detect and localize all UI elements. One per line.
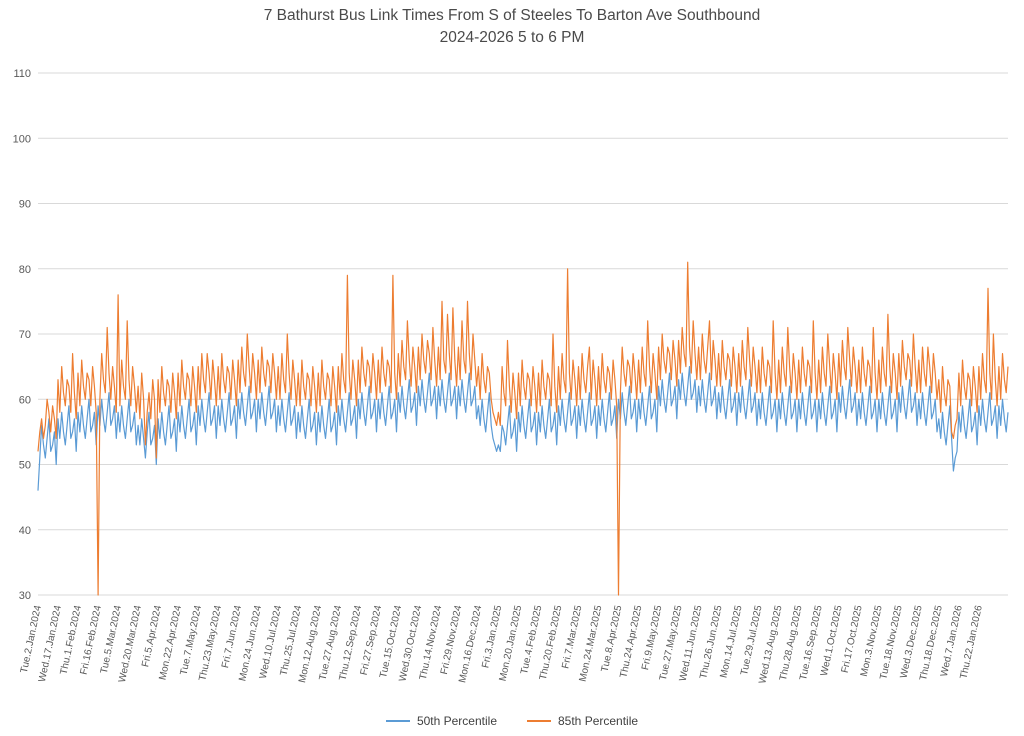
legend-label-50th: 50th Percentile bbox=[416, 714, 497, 728]
series-line-85th-percentile bbox=[37, 261, 1009, 596]
chart-title-block: 7 Bathurst Bus Link Times From S of Stee… bbox=[0, 5, 1024, 49]
legend-item-50th-percentile: 50th Percentile bbox=[385, 714, 497, 728]
legend-line-swatch-50th bbox=[385, 720, 410, 722]
chart-legend: 50th Percentile 85th Percentile bbox=[0, 714, 1024, 728]
series-line-50th-percentile bbox=[37, 366, 1009, 491]
y-tick-label: 80 bbox=[19, 264, 31, 276]
x-tick-label: Fri.7.Jun.2024 bbox=[220, 604, 244, 669]
y-tick-label: 100 bbox=[13, 133, 31, 145]
y-tick-label: 60 bbox=[19, 394, 31, 406]
x-tick-label: Fri.3.Jan.2025 bbox=[480, 604, 504, 669]
y-tick-label: 50 bbox=[19, 460, 31, 472]
y-tick-label: 110 bbox=[13, 68, 31, 80]
y-tick-label: 70 bbox=[19, 329, 31, 341]
legend-line-swatch-85th bbox=[527, 720, 551, 722]
y-tick-label: 90 bbox=[19, 199, 31, 211]
chart-subtitle: 2024-2026 5 to 6 PM bbox=[439, 29, 585, 46]
chart-title: 7 Bathurst Bus Link Times From S of Stee… bbox=[263, 7, 761, 24]
legend-item-85th-percentile: 85th Percentile bbox=[527, 714, 638, 728]
y-tick-label: 40 bbox=[19, 525, 31, 537]
legend-label-85th: 85th Percentile bbox=[558, 714, 639, 728]
x-tick-label: Fri.7.Mar.2025 bbox=[560, 604, 584, 670]
y-tick-label: 30 bbox=[19, 590, 31, 602]
x-tick-label: Fri.5.Apr.2024 bbox=[140, 604, 164, 668]
